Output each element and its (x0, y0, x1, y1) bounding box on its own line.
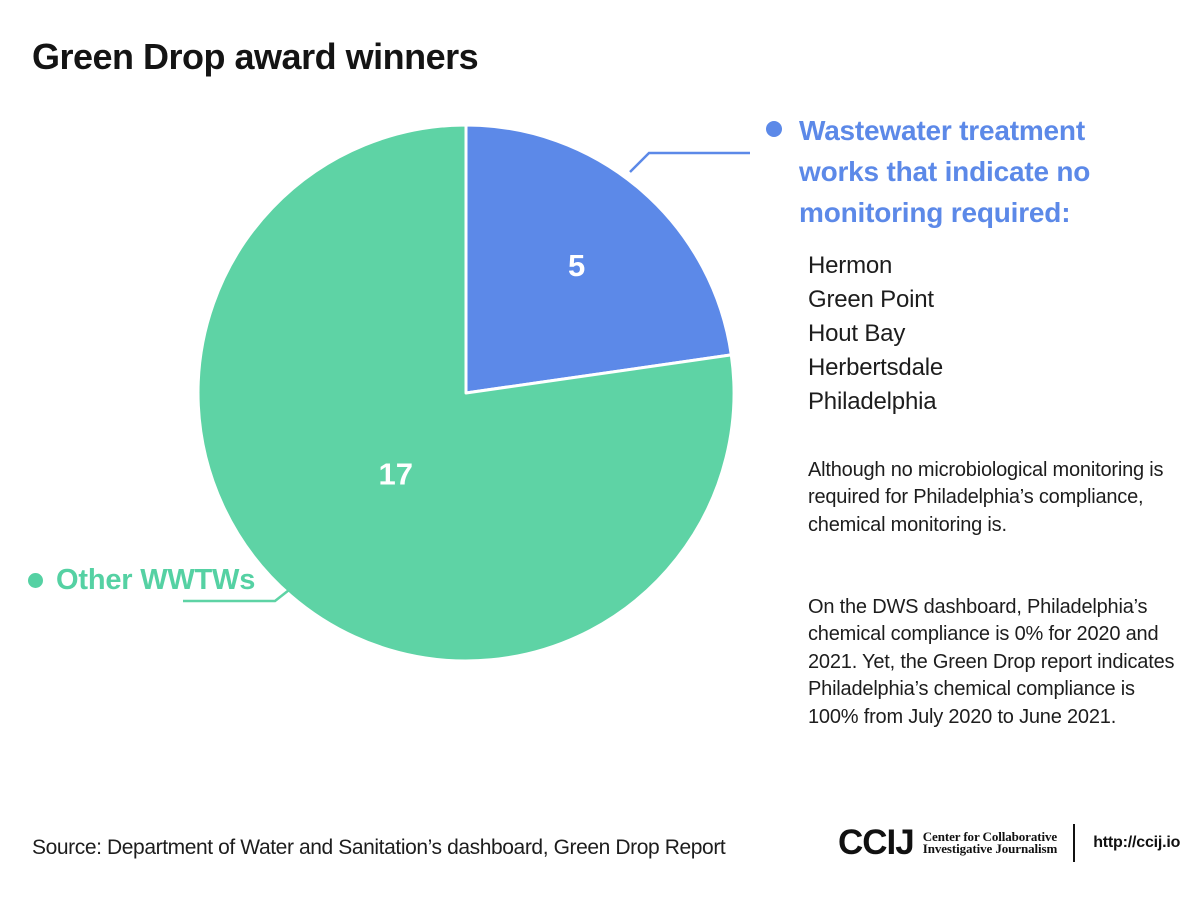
callout-line-green-slice (183, 589, 290, 603)
pie-value-label: 5 (568, 248, 585, 283)
legend-other-wwtws-label: Other WWTWs (56, 564, 256, 596)
callout-line-blue-slice (629, 151, 750, 173)
legend-line: monitoring required: (799, 197, 1071, 228)
legend-bullet-green-icon (28, 573, 43, 588)
logo-divider (1073, 824, 1076, 862)
legend-line: Wastewater treatment (799, 115, 1085, 146)
pie-slice-other-wwtws (196, 123, 736, 663)
annotation-paragraph-1: Although no microbiological monitoring i… (808, 459, 1164, 536)
list-item: Herbertsdale (808, 354, 944, 381)
legend-other-wwtws: Other WWTWs (28, 564, 255, 597)
ccij-logo: CCIJ Center for Collaborative Investigat… (838, 824, 1180, 862)
pie-value-label: 17 (379, 457, 413, 492)
ccij-url: http://ccij.io (1093, 834, 1181, 851)
page-title: Green Drop award winners (32, 36, 479, 77)
list-item: Hermon (808, 252, 893, 279)
source-attribution: Source: Department of Water and Sanitati… (32, 836, 726, 859)
pie-slices: 5 17 (196, 123, 736, 663)
ccij-logo-wordmark: CCIJ (838, 823, 915, 862)
list-item: Philadelphia (808, 388, 937, 415)
list-item: Hout Bay (808, 320, 906, 347)
list-item: Green Point (808, 286, 934, 313)
wwtw-list: Hermon Green Point Hout Bay Herbertsdale… (808, 249, 943, 419)
pie-slice-no-monitoring (464, 123, 733, 395)
ccij-logo-tagline: Center for Collaborative Investigative J… (922, 829, 1058, 856)
annotation-paragraph-2: On the DWS dashboard, Philadelphia’s che… (808, 596, 1175, 728)
tagline-line-1: Center for Collaborative (922, 829, 1058, 844)
legend-no-monitoring-label: Wastewater treatment works that indicate… (799, 110, 1090, 233)
legend-line: works that indicate no (799, 156, 1091, 187)
legend-bullet-blue-icon (766, 121, 782, 137)
tagline-line-2: Investigative Journalism (922, 841, 1058, 856)
legend-no-monitoring: Wastewater treatment works that indicate… (766, 110, 1090, 233)
